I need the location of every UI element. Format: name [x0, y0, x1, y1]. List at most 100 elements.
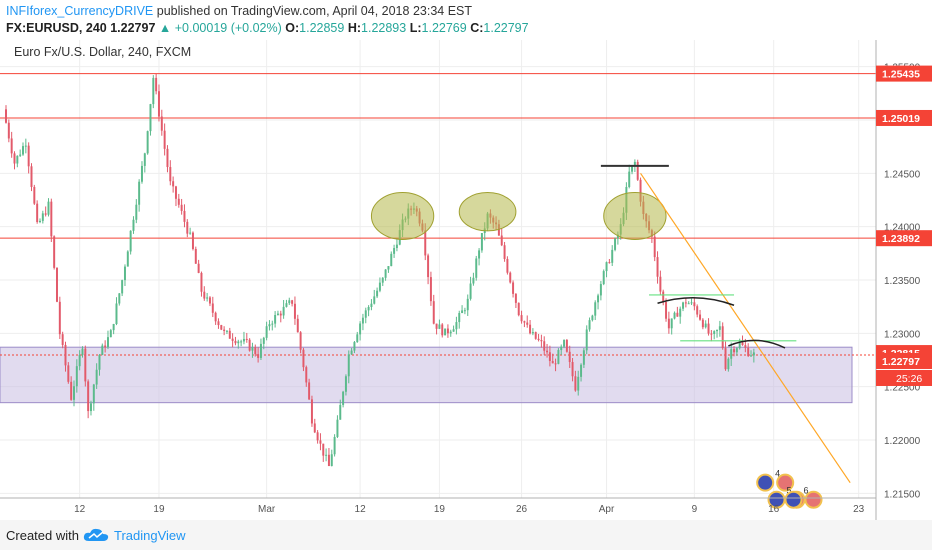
price-axis[interactable]: 1.255001.250001.245001.240001.235001.230…: [875, 40, 932, 520]
candle-down: [245, 338, 248, 340]
candle-up: [242, 338, 245, 342]
candle-up: [463, 310, 466, 312]
candle-up: [285, 303, 288, 307]
candle-down: [5, 109, 7, 123]
candle-down: [653, 236, 656, 258]
candle-up: [563, 339, 566, 347]
economic-event-marker: 6: [784, 486, 823, 509]
candle-up: [118, 293, 121, 304]
candle-down: [214, 312, 217, 322]
candle-up: [469, 283, 472, 299]
price-label: 1.22797: [882, 356, 920, 368]
candle-down: [693, 302, 696, 307]
price-label-bg: [876, 352, 932, 369]
pattern-ellipse: [370, 192, 435, 240]
candle-down: [316, 432, 319, 441]
candle-down: [529, 324, 532, 334]
candle-up: [718, 326, 721, 330]
candle-down: [169, 167, 172, 182]
candle-down: [70, 381, 73, 400]
candle-up: [557, 350, 560, 364]
candle-up: [531, 332, 534, 334]
candlestick-chart[interactable]: 456 Euro Fx/U.S. Dollar, 240, FXCM 1.255…: [0, 40, 932, 520]
candle-up: [276, 313, 279, 315]
candle-down: [699, 314, 702, 320]
candle-down: [61, 334, 64, 345]
candle-down: [53, 236, 56, 268]
candle-down: [509, 272, 512, 283]
candle-up: [390, 253, 393, 267]
author-link[interactable]: INFIforex_CurrencyDRIVE: [6, 4, 154, 18]
candle-down: [662, 291, 665, 302]
candle-up: [39, 220, 41, 223]
last-price: 1.22797: [110, 21, 156, 35]
candle-up: [149, 104, 152, 132]
candle-down: [172, 181, 175, 187]
candle-down: [656, 257, 659, 277]
candle-down: [441, 324, 444, 336]
candle-up: [146, 131, 149, 154]
candle-down: [707, 323, 710, 334]
candle-up: [438, 324, 441, 329]
tradingview-link[interactable]: TradingView: [114, 528, 186, 543]
candle-up: [251, 347, 254, 351]
x-tick-label: 16: [768, 504, 780, 515]
candle-up: [89, 403, 92, 412]
candle-up: [271, 323, 274, 325]
grid: [0, 40, 876, 498]
candle-up: [735, 348, 738, 353]
low-label: L:: [409, 21, 422, 35]
y-tick-label: 1.23000: [884, 329, 921, 340]
candle-down: [183, 210, 186, 222]
candle-up: [387, 266, 390, 270]
candle-up: [129, 230, 132, 252]
candle-up: [121, 280, 124, 294]
candle-down: [208, 297, 211, 304]
candle-down: [33, 186, 36, 204]
y-tick-label: 1.22000: [884, 436, 921, 447]
candle-up: [628, 171, 631, 187]
candle-down: [665, 301, 668, 319]
candle-down: [721, 326, 724, 349]
candle-down: [305, 367, 308, 383]
candle-down: [211, 303, 214, 313]
candle-up: [325, 454, 328, 456]
candle-down: [568, 351, 571, 363]
time-axis[interactable]: 12 19 Mar 12 19 26 Apr 9 16 23: [0, 497, 876, 515]
candle-up: [333, 436, 336, 455]
pattern-ellipse: [458, 192, 517, 232]
price-label-bg: [876, 65, 932, 82]
candle-down: [506, 258, 509, 273]
candle-up: [19, 154, 22, 156]
symbol-line: FX:EURUSD, 240 1.22797 ▲ +0.00019 (+0.02…: [6, 21, 529, 35]
candle-down: [546, 350, 549, 353]
candle-down: [551, 360, 554, 364]
candle-down: [174, 186, 177, 199]
candle-down: [234, 340, 237, 344]
candle-up: [480, 233, 483, 251]
candle-down: [534, 332, 537, 339]
candle-down: [523, 321, 526, 323]
candle-down: [520, 315, 523, 322]
candle-down: [50, 201, 53, 237]
shoulder-arc: [657, 296, 735, 306]
candle-up: [98, 354, 101, 370]
drawings: 45 6: [370, 164, 851, 509]
candle-up: [339, 404, 342, 420]
eu-flag-icon: [784, 490, 803, 509]
candle-down: [296, 318, 299, 333]
candle-down: [64, 344, 67, 366]
candle-down: [744, 345, 747, 348]
bar-countdown: 25:26: [896, 373, 922, 385]
candle-up: [605, 262, 608, 272]
low-value: 1.22769: [421, 21, 467, 35]
price-label: 1.23892: [882, 233, 920, 245]
x-tick-label: 19: [153, 504, 165, 515]
candle-down: [180, 204, 183, 211]
candle-up: [381, 277, 384, 283]
tradingview-cloud-icon: [83, 528, 109, 541]
candle-up: [738, 342, 741, 349]
candle-up: [378, 282, 381, 291]
open-label: O:: [285, 21, 300, 35]
candle-up: [265, 326, 268, 338]
